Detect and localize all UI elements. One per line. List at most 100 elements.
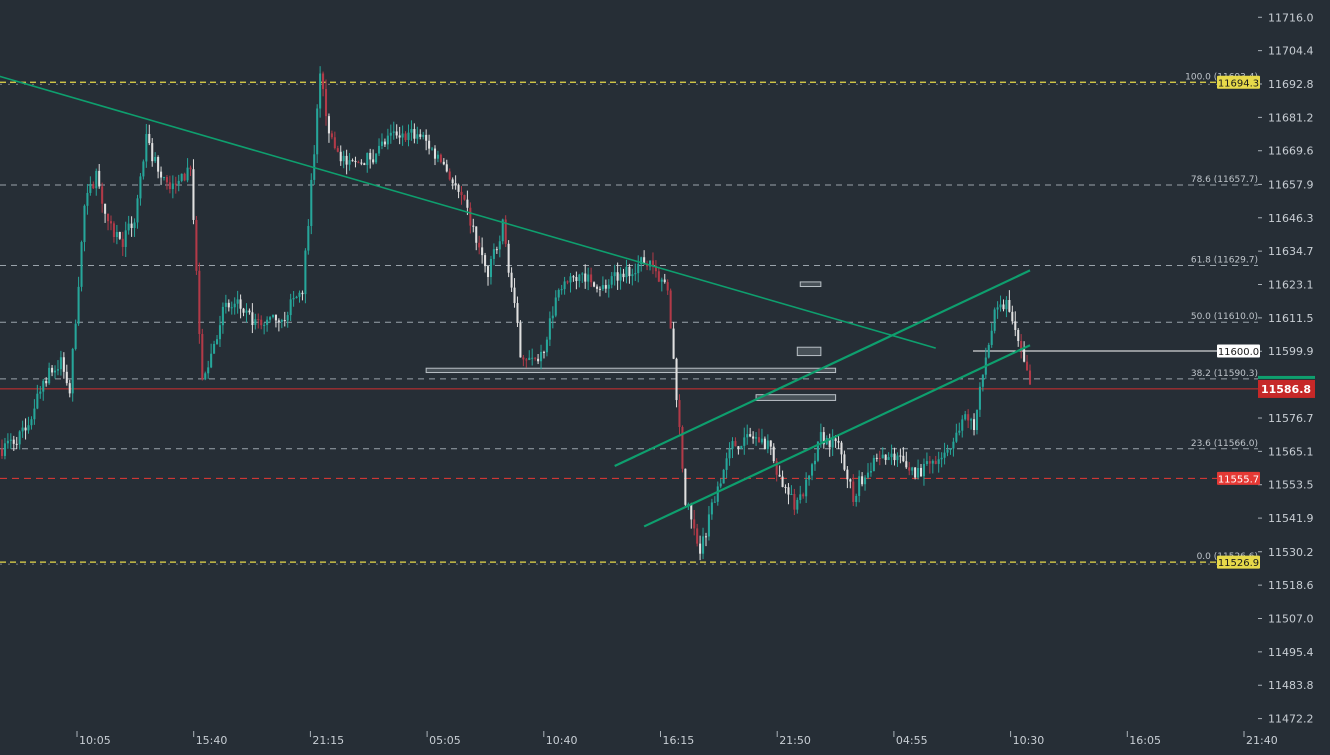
y-tick-label: 11530.2: [1268, 546, 1314, 559]
y-tick-label: 11657.9: [1268, 178, 1314, 191]
candle-body: [154, 156, 157, 162]
candle-body: [578, 274, 581, 282]
candle-body: [386, 135, 389, 145]
candle-body: [59, 357, 62, 370]
candle-body: [86, 192, 89, 206]
candle-body: [357, 161, 360, 163]
candle-body: [475, 226, 478, 243]
candle-body: [996, 307, 999, 310]
candle-body: [616, 272, 619, 281]
candle-body: [77, 286, 80, 324]
candle-body: [342, 155, 345, 162]
candle-body: [940, 457, 943, 460]
candle-body: [819, 432, 822, 442]
candle-body: [56, 369, 59, 371]
candle-body: [98, 170, 101, 187]
candle-body: [6, 440, 9, 444]
candle-body: [227, 302, 230, 308]
candle-body: [743, 437, 746, 446]
candle-body: [189, 167, 192, 170]
candle-body: [395, 131, 398, 136]
candle-body: [481, 247, 484, 256]
candle-body: [48, 367, 51, 384]
trend-lines[interactable]: [0, 72, 1031, 528]
x-tick-label: 21:40: [1246, 734, 1278, 747]
candle-body: [62, 357, 65, 372]
candle-body: [65, 371, 68, 384]
candle-body: [928, 461, 931, 464]
candle-body: [693, 519, 696, 529]
time-axis[interactable]: 10:05 15:40 21:15 05:05 10:40 16:15 21:50 04:55…: [76, 731, 1278, 747]
candle-body: [607, 284, 610, 289]
fib-badge-6-bg: [1217, 555, 1260, 569]
candles: [0, 66, 1032, 561]
candle-body: [3, 443, 6, 456]
candle-body: [27, 425, 30, 431]
price-zones[interactable]: [425, 281, 837, 401]
candle-body: [534, 357, 537, 359]
x-tick-label: 16:15: [663, 734, 695, 747]
price-zone-1[interactable]: [755, 394, 837, 401]
y-tick-label: 11692.8: [1268, 78, 1314, 91]
y-tick-label: 11576.7: [1268, 412, 1314, 425]
candle-body: [74, 323, 77, 349]
candle-body: [749, 434, 752, 437]
candle-body: [981, 374, 984, 387]
price-axis[interactable]: 11716.0 11704.4 11692.8 11681.2 11669.6 11657…: [1258, 11, 1314, 726]
x-tick-label: 15:40: [196, 734, 228, 747]
candle-body: [1008, 300, 1011, 312]
y-tick-label: 11541.9: [1268, 512, 1314, 525]
candle-body: [663, 279, 666, 283]
fib-badge-6: 11526.9: [1218, 558, 1259, 569]
candle-body: [292, 298, 295, 300]
candle-body: [914, 467, 917, 478]
candle-body: [675, 358, 678, 401]
candle-body: [460, 191, 463, 196]
candle-body: [793, 493, 796, 510]
candle-body: [831, 438, 834, 448]
channel-lower[interactable]: [643, 344, 1031, 528]
candle-body: [908, 467, 911, 471]
candle-body: [121, 238, 124, 247]
candle-body: [339, 151, 342, 162]
candle-body: [593, 282, 596, 287]
candle-body: [319, 73, 322, 109]
candle-body: [713, 501, 716, 503]
candle-body: [428, 140, 431, 149]
candle-body: [837, 441, 840, 443]
candle-body: [171, 183, 174, 190]
candle-body: [360, 162, 363, 164]
price-zone-2[interactable]: [796, 346, 822, 357]
candle-body: [210, 353, 213, 368]
candle-body: [702, 536, 705, 554]
candle-body: [799, 494, 802, 500]
candle-body: [604, 285, 607, 289]
candle-body: [95, 170, 98, 189]
candle-body: [413, 129, 416, 139]
candle-body: [872, 457, 875, 472]
price-zone-0[interactable]: [425, 367, 837, 374]
x-tick-label: 05:05: [429, 734, 461, 747]
candle-body: [931, 460, 934, 464]
descending-trendline[interactable]: [0, 72, 936, 349]
candle-body: [51, 367, 54, 373]
candle-body: [560, 289, 563, 291]
candle-body: [207, 367, 210, 374]
price-zone-3[interactable]: [799, 281, 822, 288]
candle-body: [816, 441, 819, 461]
x-tick-label: 16:05: [1129, 734, 1161, 747]
candle-body: [858, 476, 861, 496]
candle-body: [307, 226, 310, 251]
candle-body: [324, 89, 328, 117]
channel-upper[interactable]: [614, 269, 1031, 468]
candle-body: [890, 453, 893, 458]
horizontal-lines[interactable]: [0, 350, 1258, 479]
x-tick-label: 04:55: [896, 734, 928, 747]
candle-body: [392, 131, 395, 133]
candle-body: [401, 133, 404, 138]
candle-body: [637, 263, 640, 274]
hline-badge-11555.7: 11555.7: [1218, 474, 1259, 485]
candle-body: [719, 483, 722, 487]
candle-body: [563, 281, 566, 290]
